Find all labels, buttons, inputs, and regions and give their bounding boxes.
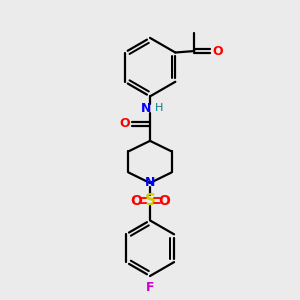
Text: O: O [130, 194, 142, 208]
Text: F: F [146, 281, 154, 294]
Text: O: O [212, 44, 223, 58]
Text: N: N [145, 176, 155, 190]
Text: S: S [145, 193, 155, 208]
Text: N: N [141, 102, 152, 115]
Text: O: O [158, 194, 170, 208]
Text: H: H [155, 103, 164, 113]
Text: O: O [119, 117, 130, 130]
